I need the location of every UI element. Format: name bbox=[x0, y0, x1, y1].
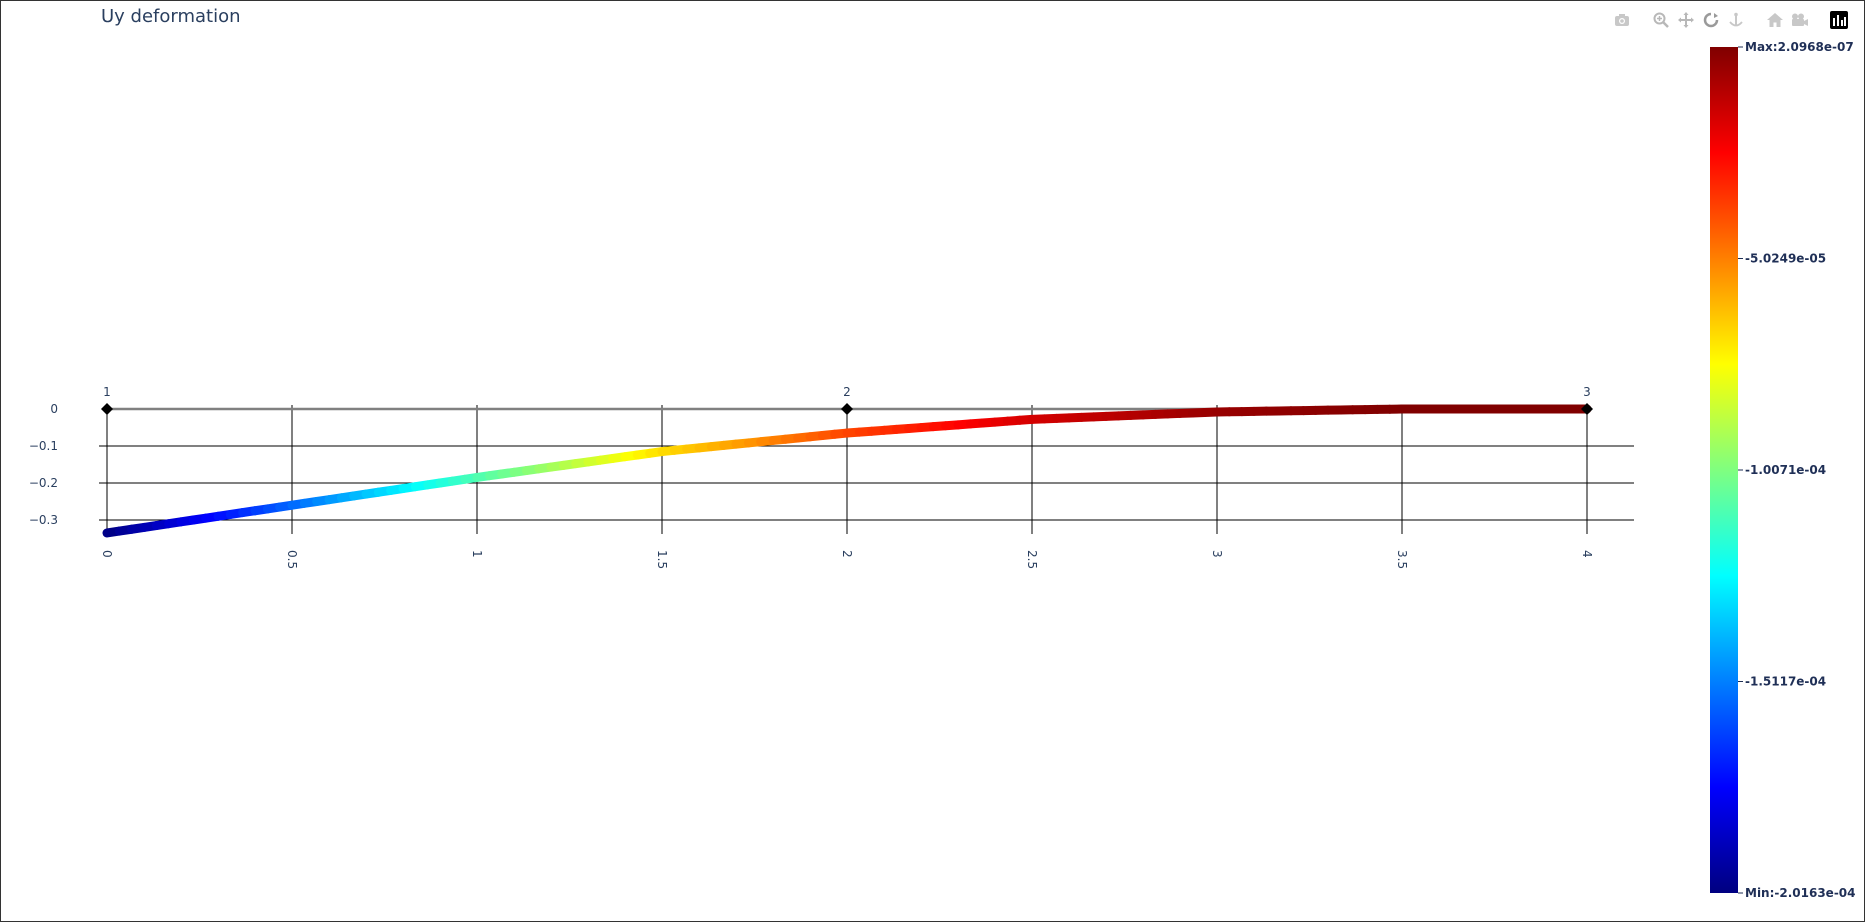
grid-layer bbox=[99, 405, 1634, 534]
colorbar-label: Min:-2.0163e-04 bbox=[1745, 886, 1856, 900]
y-tick-label: −0.3 bbox=[29, 513, 58, 527]
node-marker bbox=[101, 403, 113, 415]
y-tick-label: −0.1 bbox=[29, 439, 58, 453]
node-label: 1 bbox=[103, 385, 111, 399]
y-tick-label: 0 bbox=[50, 402, 58, 416]
x-tick-label: 2.5 bbox=[1025, 550, 1039, 569]
x-tick-label: 1 bbox=[470, 550, 484, 558]
x-tick-label: 1.5 bbox=[655, 550, 669, 569]
node-marker bbox=[841, 403, 853, 415]
colorbar-label: -1.0071e-04 bbox=[1745, 463, 1826, 477]
node-label: 3 bbox=[1583, 385, 1591, 399]
x-tick-label: 2 bbox=[840, 550, 854, 558]
node-marker bbox=[1581, 403, 1593, 415]
x-tick-label: 3.5 bbox=[1395, 550, 1409, 569]
reset-camera-icon[interactable] bbox=[1789, 9, 1810, 31]
node-layer: 1 2 3 bbox=[101, 385, 1593, 415]
colorbar: Max:2.0968e-07 -5.0249e-05 -1.0071e-04 -1.5… bbox=[1710, 40, 1856, 900]
colorbar-bar bbox=[1710, 47, 1738, 893]
y-tick-label: −0.2 bbox=[29, 476, 58, 490]
node-label: 2 bbox=[843, 385, 851, 399]
tick-layer: 0 −0.1 −0.2 −0.3 0 0.5 1 1.5 2 2.5 3 3.5 4 bbox=[29, 402, 1594, 569]
deformed-layer bbox=[102, 404, 1592, 538]
modebar bbox=[1611, 9, 1849, 31]
x-tick-label: 3 bbox=[1210, 550, 1224, 558]
colorbar-label: -5.0249e-05 bbox=[1745, 251, 1826, 265]
home-icon[interactable] bbox=[1764, 9, 1785, 31]
camera-icon[interactable] bbox=[1611, 9, 1632, 31]
orbit-icon[interactable] bbox=[1700, 9, 1721, 31]
colorbar-label: Max:2.0968e-07 bbox=[1745, 40, 1854, 54]
zoom-icon[interactable] bbox=[1650, 9, 1671, 31]
turntable-icon[interactable] bbox=[1725, 9, 1746, 31]
chart-title: Uy deformation bbox=[101, 6, 241, 27]
x-tick-label: 0 bbox=[100, 550, 114, 558]
pan-icon[interactable] bbox=[1675, 9, 1696, 31]
plotly-logo-icon[interactable] bbox=[1828, 9, 1849, 31]
colorbar-label: -1.5117e-04 bbox=[1745, 674, 1826, 688]
x-tick-label: 0.5 bbox=[285, 550, 299, 569]
x-tick-label: 4 bbox=[1580, 550, 1594, 558]
